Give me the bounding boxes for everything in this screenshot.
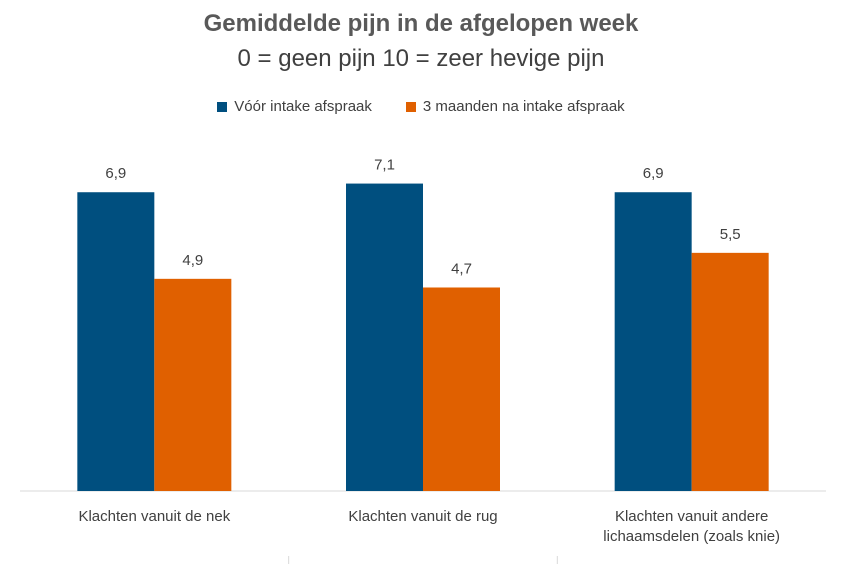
data-label-before-2: 6,9 <box>643 165 664 182</box>
chart-title: Gemiddelde pijn in de afgelopen week <box>203 10 639 37</box>
bar-after-0 <box>154 278 232 491</box>
bar-before-0 <box>77 192 155 492</box>
bar-after-1 <box>423 287 500 491</box>
data-label-after-0: 4,9 <box>182 252 203 269</box>
legend-item-after: 3 maanden na intake afspraak <box>405 98 625 115</box>
legend-label-after: 3 maanden na intake afspraak <box>422 98 625 115</box>
bar-before-1 <box>346 183 423 491</box>
chart-legend: Vóór intake afspraak 3 maanden na intake… <box>0 98 842 115</box>
legend-swatch-before <box>217 101 228 112</box>
category-label-1: Klachten vanuit de rug <box>348 508 497 525</box>
data-label-before-0: 6,9 <box>105 165 126 182</box>
category-label-0: Klachten vanuit de nek <box>78 508 230 525</box>
bar-before-2 <box>614 192 692 492</box>
bar-after-2 <box>691 252 769 491</box>
category-label-2: Klachten vanuit andere <box>615 508 768 525</box>
data-label-before-1: 7,1 <box>374 157 395 174</box>
chart-subtitle: 0 = geen pijn 10 = zeer hevige pijn <box>237 45 605 72</box>
legend-item-before: Vóór intake afspraak <box>217 98 372 115</box>
data-label-after-1: 4,7 <box>451 260 472 277</box>
data-label-after-2: 5,5 <box>720 226 741 243</box>
legend-label-before: Vóór intake afspraak <box>234 98 372 115</box>
category-label-2: lichaamsdelen (zoals knie) <box>603 528 780 545</box>
legend-swatch-after <box>405 101 416 112</box>
